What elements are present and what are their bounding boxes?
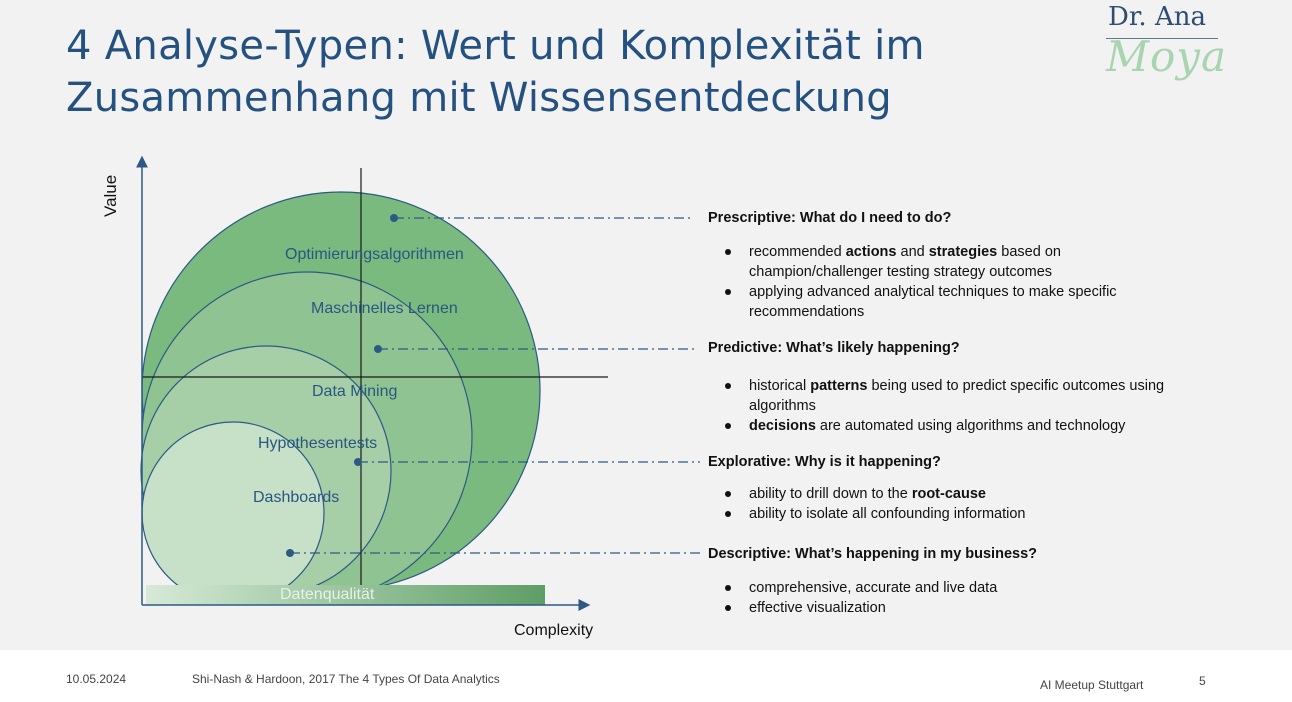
bullet-item: comprehensive, accurate and live data bbox=[708, 578, 1178, 598]
label-dashboards: Dashboards bbox=[253, 489, 340, 506]
data-quality-bar bbox=[146, 585, 545, 605]
bullet-item: ability to isolate all confounding infor… bbox=[708, 504, 1178, 524]
connector-dot-prescriptive bbox=[390, 214, 398, 222]
section-descriptive: Descriptive: What’s happening in my busi… bbox=[708, 546, 1178, 618]
section-heading: Prescriptive: What do I need to do? bbox=[708, 210, 952, 226]
x-axis-label: Complexity bbox=[514, 622, 594, 639]
bullet-text: ability to drill down to the bbox=[749, 486, 912, 502]
bullet-item: decisions are automated using algorithms… bbox=[708, 416, 1178, 436]
section-heading: Descriptive: What’s happening in my busi… bbox=[708, 546, 1037, 562]
bullet-text: based on champion/challenger testing str… bbox=[749, 244, 1061, 280]
label-maschinelles-lernen: Maschinelles Lernen bbox=[311, 300, 458, 317]
connector-dot-descriptive bbox=[286, 549, 294, 557]
bullet-item: applying advanced analytical techniques … bbox=[708, 282, 1178, 322]
bullet-text: ability to isolate all confounding infor… bbox=[749, 506, 1026, 522]
analytics-diagram bbox=[136, 155, 700, 611]
bullet-text: effective visualization bbox=[749, 600, 886, 616]
bullet-text: being used to predict specific outcomes … bbox=[749, 378, 1165, 414]
bold-text: strategies bbox=[928, 244, 998, 260]
bullet-item: recommended actions and strategies based… bbox=[708, 242, 1178, 282]
bullet-text: recommended bbox=[749, 244, 846, 260]
section-prescriptive: Prescriptive: What do I need to do? reco… bbox=[708, 210, 1178, 322]
section-explorative: Explorative: Why is it happening? abilit… bbox=[708, 454, 1178, 524]
bullet-item: historical patterns being used to predic… bbox=[708, 376, 1178, 416]
bold-text: patterns bbox=[810, 378, 868, 394]
bullet-item: effective visualization bbox=[708, 598, 1178, 618]
bold-text: actions bbox=[845, 244, 897, 260]
label-data-mining: Data Mining bbox=[312, 383, 398, 400]
bullet-list: historical patterns being used to predic… bbox=[708, 376, 1178, 436]
logo-name: Dr. Ana bbox=[1108, 2, 1206, 32]
slide-title: 4 Analyse-Typen: Wert und Komplexität im… bbox=[66, 23, 925, 121]
footer-date: 10.05.2024 bbox=[66, 672, 127, 686]
bullet-text: and bbox=[896, 244, 929, 260]
logo-divider bbox=[1106, 38, 1218, 39]
bullet-list: comprehensive, accurate and live data eff… bbox=[708, 578, 1178, 618]
section-heading: Explorative: Why is it happening? bbox=[708, 454, 941, 470]
bold-text: root-cause bbox=[911, 486, 986, 502]
bullet-text: applying advanced analytical techniques … bbox=[749, 284, 1117, 320]
section-predictive: Predictive: What’s likely happening? his… bbox=[708, 340, 1178, 436]
connector-dot-predictive bbox=[374, 345, 382, 353]
bullet-list: ability to drill down to the root-cause a… bbox=[708, 484, 1178, 524]
logo: Dr. Ana Moya bbox=[1100, 2, 1230, 82]
footer-event: AI Meetup Stuttgart bbox=[1040, 678, 1144, 692]
bullet-list: recommended actions and strategies based… bbox=[708, 242, 1178, 322]
y-axis-label: Value bbox=[101, 174, 120, 217]
footer-page-number: 5 bbox=[1199, 674, 1206, 688]
label-optimierungsalgorithmen: Optimierungsalgorithmen bbox=[285, 246, 464, 263]
footer-source: Shi-Nash & Hardoon, 2017 The 4 Types Of … bbox=[192, 672, 500, 686]
logo-script: Moya bbox=[1106, 32, 1228, 81]
label-hypothesentests: Hypothesentests bbox=[258, 435, 378, 452]
bullet-item: ability to drill down to the root-cause bbox=[708, 484, 1178, 504]
bold-text: decisions bbox=[749, 418, 816, 434]
data-quality-label: Datenqualität bbox=[280, 586, 375, 603]
bullet-text: comprehensive, accurate and live data bbox=[749, 580, 998, 596]
bullet-text: historical bbox=[749, 378, 811, 394]
section-heading: Predictive: What’s likely happening? bbox=[708, 340, 960, 356]
slide: 4 Analyse-Typen: Wert und Komplexität im… bbox=[0, 0, 1292, 650]
bullet-text: are automated using algorithms and techn… bbox=[815, 418, 1126, 434]
connector-dot-explorative bbox=[354, 458, 362, 466]
